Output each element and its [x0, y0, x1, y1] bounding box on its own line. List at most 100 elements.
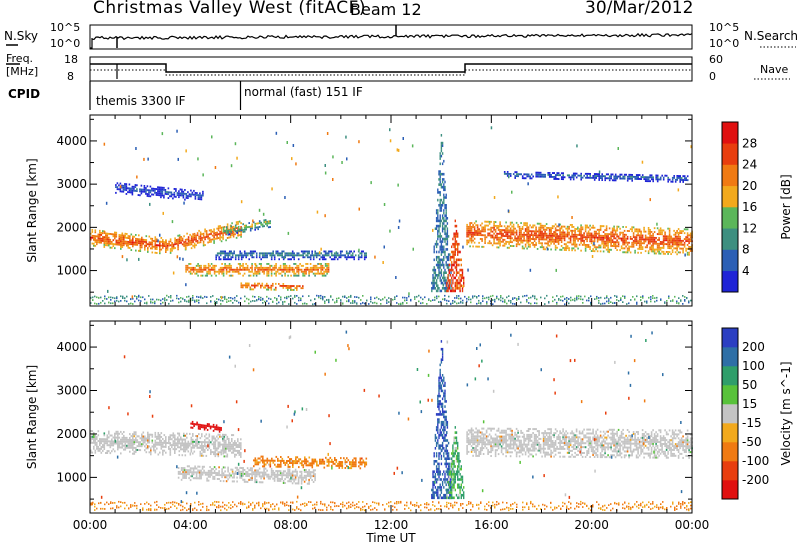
- range-cell: [577, 234, 579, 236]
- range-cell: [613, 235, 615, 238]
- range-cell: [91, 434, 94, 436]
- range-cell: [638, 174, 641, 176]
- range-cell: [500, 225, 503, 228]
- range-cell: [172, 448, 175, 451]
- range-cell: [530, 238, 533, 240]
- range-cell: [650, 246, 653, 249]
- range-cell: [258, 220, 261, 223]
- range-cell: [106, 452, 109, 454]
- range-cell: [160, 240, 163, 243]
- range-cell: [584, 224, 587, 227]
- range-cell: [121, 432, 124, 435]
- range-cell: [523, 233, 525, 236]
- range-cell: [302, 270, 304, 273]
- range-cell: [228, 266, 231, 269]
- range-cell: [220, 451, 223, 454]
- range-cell: [481, 228, 483, 231]
- range-cell: [246, 268, 249, 271]
- range-cell: [165, 440, 167, 442]
- range-cell: [484, 226, 486, 229]
- range-cell: [202, 244, 205, 247]
- range-cell: [251, 263, 253, 265]
- range-cell: [556, 229, 558, 232]
- range-cell: [221, 268, 223, 271]
- range-cell: [441, 201, 444, 204]
- range-cell: [160, 299, 162, 302]
- range-cell: [318, 272, 321, 275]
- range-cell: [472, 295, 474, 298]
- range-cell: [688, 242, 690, 244]
- range-cell: [541, 224, 543, 227]
- range-cell: [590, 295, 592, 298]
- range-cell: [192, 233, 194, 236]
- range-cell: [124, 242, 127, 245]
- range-cell: [135, 441, 137, 444]
- range-cell: [165, 245, 167, 248]
- range-cell: [119, 190, 122, 193]
- range-cell: [444, 224, 446, 228]
- range-cell: [100, 446, 103, 448]
- range-cell: [460, 284, 462, 287]
- range-cell: [312, 266, 315, 269]
- range-cell: [583, 234, 585, 237]
- range-cell: [197, 194, 200, 197]
- range-cell: [287, 285, 289, 287]
- range-cell: [245, 226, 247, 229]
- range-cell: [550, 229, 552, 231]
- range-cell: [170, 195, 173, 198]
- range-cell: [575, 172, 578, 175]
- range-cell: [435, 209, 438, 212]
- range-cell: [138, 435, 140, 438]
- range-cell: [231, 445, 233, 448]
- range-cell: [311, 270, 313, 273]
- range-cell: [459, 289, 461, 293]
- range-cell: [515, 231, 518, 234]
- range-cell: [142, 188, 144, 191]
- range-cell: [482, 295, 484, 297]
- range-cell: [308, 272, 310, 275]
- range-cell: [138, 240, 140, 243]
- range-cell: [438, 229, 440, 233]
- range-cell: [435, 240, 438, 243]
- range-cell: [442, 298, 444, 301]
- range-cell: [506, 235, 509, 238]
- range-cell: [109, 446, 112, 449]
- range-cell: [554, 244, 557, 247]
- range-cell: [205, 445, 208, 448]
- range-cell: [197, 198, 200, 200]
- range-cell: [581, 176, 584, 179]
- range-cell: [459, 268, 461, 272]
- range-cell: [532, 236, 534, 238]
- range-cell: [535, 171, 537, 174]
- range-cell: [240, 268, 243, 271]
- range-cell: [199, 192, 201, 195]
- range-cell: [445, 263, 447, 267]
- range-cell: [202, 234, 205, 237]
- range-cell: [532, 242, 534, 244]
- range-cell: [138, 249, 140, 252]
- range-cell: [141, 236, 143, 239]
- range-cell: [171, 220, 174, 224]
- range-cell: [631, 241, 633, 244]
- range-cell: [129, 237, 131, 240]
- range-cell: [626, 249, 629, 252]
- range-cell: [610, 239, 612, 241]
- range-cell: [258, 270, 261, 273]
- range-cell: [99, 239, 101, 242]
- range-cell: [144, 441, 146, 444]
- range-cell: [185, 471, 187, 474]
- range-cell: [443, 183, 445, 186]
- range-cell: [96, 441, 98, 444]
- range-cell: [677, 188, 680, 192]
- range-cell: [94, 229, 97, 232]
- range-cell: [136, 188, 138, 191]
- range-cell: [109, 444, 112, 447]
- range-cell: [288, 268, 291, 271]
- range-cell: [499, 221, 501, 224]
- range-cell: [102, 444, 104, 447]
- range-cell: [213, 443, 215, 446]
- noise-sky-label: N.Sky: [4, 29, 39, 43]
- range-cell: [524, 295, 526, 297]
- range-cell: [228, 270, 231, 273]
- range-cell: [324, 296, 326, 298]
